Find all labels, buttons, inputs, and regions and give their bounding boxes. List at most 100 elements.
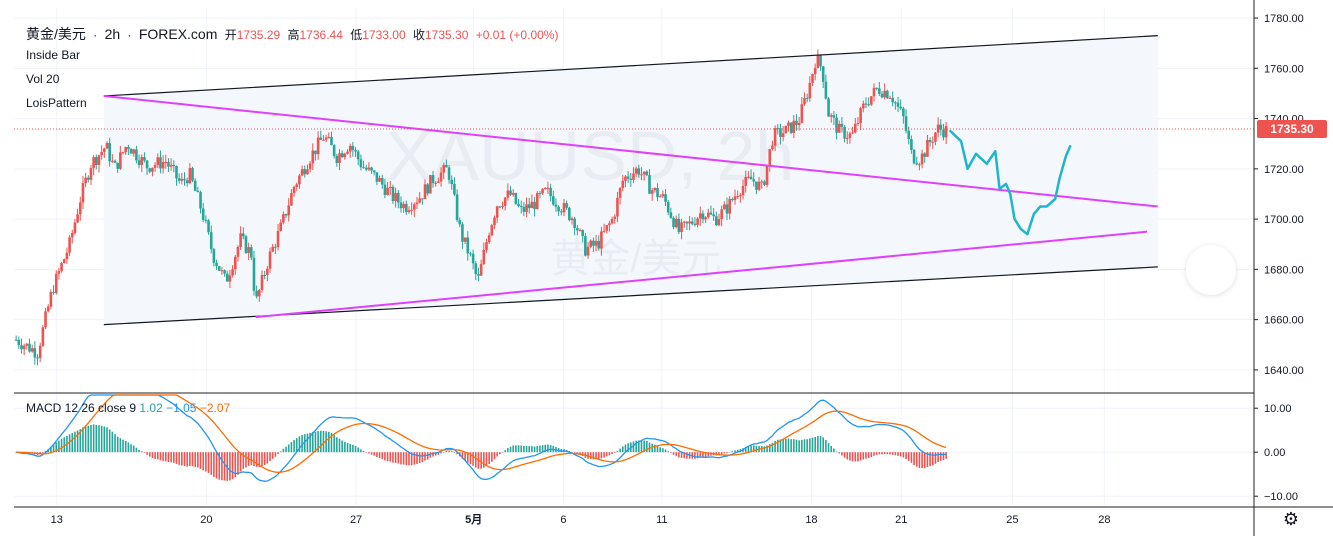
gear-icon[interactable]: ⚙: [1282, 509, 1300, 529]
macd-bar: [803, 439, 806, 453]
symbol-name[interactable]: 黄金/美元: [26, 26, 86, 42]
macd-bar: [621, 446, 624, 453]
candle-body: [252, 257, 256, 291]
price-tick-label: 1760.00: [1264, 63, 1304, 75]
candle-body: [359, 159, 363, 168]
candle-body: [124, 147, 128, 153]
candle-body: [896, 102, 900, 107]
indicator-inside-bar[interactable]: Inside Bar: [26, 48, 81, 62]
macd-bar: [533, 446, 536, 453]
macd-bar: [731, 451, 734, 453]
candle-body: [268, 251, 272, 269]
macd-bar: [156, 452, 159, 460]
candles: [14, 49, 948, 366]
macd-bar: [939, 452, 942, 461]
candle-body: [306, 169, 309, 175]
macd-bar: [199, 452, 202, 469]
candle-body: [111, 160, 114, 162]
candle-body: [538, 193, 542, 195]
candle-body: [199, 192, 202, 209]
candle-body: [626, 176, 630, 179]
macd-bar: [865, 452, 867, 459]
candle-body: [380, 178, 384, 185]
candle-body: [354, 149, 357, 152]
candle-body: [666, 201, 670, 213]
candle-body: [375, 172, 379, 182]
macd-bar: [851, 452, 854, 462]
scroll-button[interactable]: [1186, 245, 1236, 295]
macd-bar: [100, 425, 103, 453]
candle-body: [760, 181, 764, 183]
time-tick-label: 5月: [465, 513, 482, 526]
projection[interactable]: [949, 129, 1072, 236]
macd-bar: [68, 434, 71, 453]
price-tick-label: 1680.00: [1264, 264, 1304, 276]
macd-bar: [771, 442, 774, 453]
macd-bar: [723, 452, 726, 454]
candle-body: [797, 122, 801, 126]
candle-body: [364, 167, 368, 170]
candle-body: [495, 206, 499, 218]
candle-body: [891, 97, 894, 103]
macd-bar: [664, 449, 667, 453]
candle-body: [477, 274, 480, 276]
candle-body: [824, 81, 828, 99]
timeframe[interactable]: 2h: [104, 26, 121, 42]
trend-lines[interactable]: [103, 35, 1158, 326]
close-value: 1735.30: [425, 28, 469, 42]
candle-body: [562, 203, 566, 213]
candle-body: [725, 204, 729, 214]
candle-body: [135, 149, 138, 161]
macd-line: [16, 394, 947, 482]
macd-bar: [114, 434, 116, 453]
macd-bar: [859, 452, 862, 461]
time-axis[interactable]: 13 20 27 5月 6 11 18 21 25 28: [51, 513, 1111, 526]
candle-body: [640, 174, 643, 176]
candle-body: [763, 181, 766, 185]
candle-body: [217, 266, 221, 271]
candle-body: [787, 122, 790, 126]
candle-body: [525, 204, 528, 212]
time-tick-label: 11: [656, 514, 667, 526]
macd-bar: [336, 437, 338, 453]
trendline-channel-upper: [103, 35, 1158, 97]
candle-body: [781, 133, 785, 137]
indicator-loispattern[interactable]: LoisPattern: [26, 96, 87, 110]
macd-bar: [413, 452, 416, 465]
candle-body: [765, 165, 769, 185]
candle-body: [231, 269, 234, 276]
macd-label[interactable]: MACD 12 26 close 9: [26, 401, 137, 415]
candle-body: [303, 169, 307, 175]
macd-bar: [186, 452, 188, 467]
macd-bar: [106, 427, 108, 453]
candle-body: [386, 187, 389, 195]
macd-bar: [849, 452, 851, 461]
candle-body: [693, 223, 697, 225]
candle-body: [918, 164, 921, 166]
indicator-vol[interactable]: Vol 20: [26, 72, 60, 86]
macd-bar: [162, 452, 164, 461]
candle-body: [116, 162, 119, 169]
macd-axis: 10.00 0.00 −10.00: [1254, 403, 1298, 503]
candle-body: [49, 292, 53, 307]
macd-bar: [384, 452, 386, 461]
macd-bar: [592, 452, 595, 460]
candle-body: [883, 90, 886, 98]
candle-body: [20, 345, 23, 350]
candle-body: [362, 167, 365, 169]
candle-body: [634, 168, 638, 174]
candle-body: [151, 167, 154, 172]
candle-body: [351, 145, 355, 150]
macd-bar: [116, 436, 119, 453]
macd-bar: [178, 452, 180, 465]
macd-bar: [207, 452, 210, 473]
candle-body: [370, 167, 373, 171]
candle-body: [493, 217, 496, 226]
candle-body: [274, 246, 277, 248]
macd-bar: [111, 431, 114, 453]
macd-tick-label: −10.00: [1264, 491, 1298, 503]
low-label: 低: [350, 28, 363, 42]
macd-bar: [680, 452, 683, 458]
candle-body: [335, 155, 339, 163]
